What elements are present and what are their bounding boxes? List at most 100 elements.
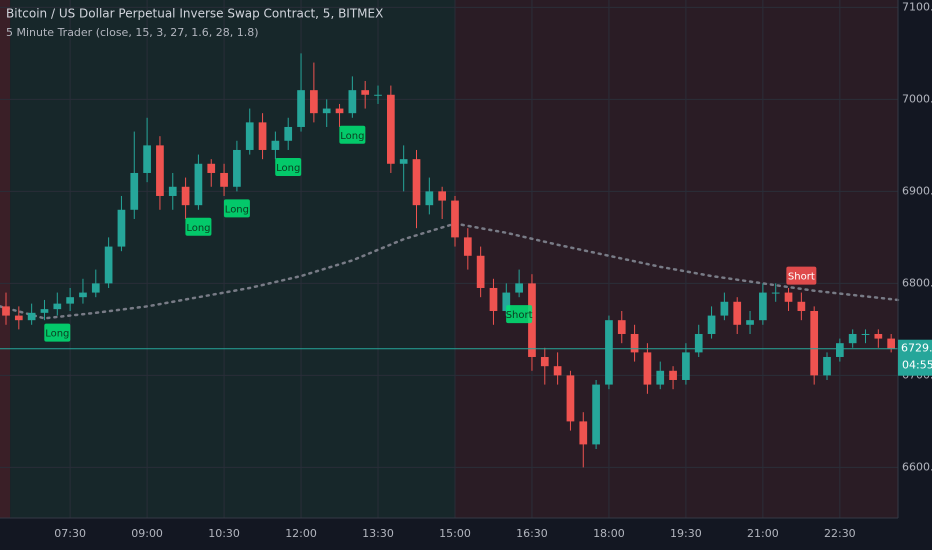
candle-body xyxy=(425,191,434,206)
candle-body xyxy=(130,172,139,210)
moving-average xyxy=(0,222,900,320)
candle-body xyxy=(784,292,793,302)
candle-body xyxy=(502,292,511,311)
candle-body xyxy=(438,191,447,201)
candle-body xyxy=(669,370,677,380)
y-tick-label: 7100.0 xyxy=(902,0,932,13)
signal-badge xyxy=(506,305,533,324)
x-tick-label: 09:00 xyxy=(131,527,163,540)
candle-body xyxy=(720,301,729,316)
x-tick-label: 12:00 xyxy=(285,527,317,540)
candle-body xyxy=(605,320,613,385)
candle-body xyxy=(348,90,357,114)
x-tick-label: 18:00 xyxy=(593,527,625,540)
candle-body xyxy=(297,90,305,127)
candle-body xyxy=(553,366,562,376)
candle-body xyxy=(810,310,819,376)
candle-body xyxy=(682,352,690,380)
candle-body xyxy=(271,140,280,150)
indicator-label: 5 Minute Trader (close, 15, 3, 27, 1.6, … xyxy=(6,26,259,39)
candle-body xyxy=(91,283,100,293)
candle-body xyxy=(592,384,600,445)
candle-body xyxy=(104,246,113,284)
candle-body xyxy=(399,159,408,164)
candle-body xyxy=(694,333,703,353)
signal-badge xyxy=(786,266,817,285)
candle-body xyxy=(489,287,498,311)
candle-body xyxy=(156,145,164,196)
x-tick-label: 22:30 xyxy=(824,527,856,540)
candle-body xyxy=(566,375,575,422)
candle-body xyxy=(245,122,254,150)
signal-badge xyxy=(44,323,71,342)
candle-body xyxy=(310,90,318,114)
candle-body xyxy=(258,122,267,150)
candle-body xyxy=(759,292,767,321)
candle-body xyxy=(220,172,228,187)
candle-body xyxy=(233,149,241,187)
signal-badge xyxy=(223,199,250,218)
candle-body xyxy=(27,312,36,321)
candle-body xyxy=(322,108,331,114)
x-tick-label: 07:30 xyxy=(54,527,86,540)
y-tick-label: 7000.0 xyxy=(902,92,932,105)
y-tick-label: 6900.0 xyxy=(902,184,932,197)
candle-body xyxy=(53,303,62,310)
candle-body xyxy=(14,315,23,321)
candle-body xyxy=(643,352,652,385)
candle-body xyxy=(630,333,639,353)
signal-label: Long xyxy=(45,329,69,340)
candle-body xyxy=(412,159,421,206)
candle-body xyxy=(2,306,10,316)
candle-body xyxy=(823,356,831,376)
candle-body xyxy=(733,301,742,325)
x-tick-label: 15:00 xyxy=(439,527,471,540)
signal-label: Short xyxy=(506,310,533,321)
candle-body xyxy=(374,94,382,96)
signal-badge xyxy=(185,217,212,236)
candle-body xyxy=(284,126,293,141)
candle-body xyxy=(463,237,472,256)
candle-body xyxy=(656,370,665,385)
x-tick-label: 13:30 xyxy=(362,527,394,540)
y-tick-label: 6600.0 xyxy=(902,460,932,473)
candle-body xyxy=(168,186,177,196)
candle-body xyxy=(771,292,780,294)
candle-body xyxy=(117,209,126,247)
candle-body xyxy=(874,333,883,339)
candle-body xyxy=(835,343,844,357)
candle-body xyxy=(451,200,459,238)
candle-body xyxy=(797,301,806,311)
candle-body xyxy=(40,309,49,313)
candle-body xyxy=(361,90,370,95)
x-tick-label: 16:30 xyxy=(516,527,548,540)
candle-body xyxy=(861,333,870,335)
y-tick-label: 6800.0 xyxy=(902,276,932,289)
candle-body xyxy=(476,255,485,288)
signal-badge xyxy=(339,125,366,144)
candle-body xyxy=(181,186,190,206)
chart-title: Bitcoin / US Dollar Perpetual Inverse Sw… xyxy=(6,7,383,21)
signal-badge xyxy=(275,157,302,176)
background-zone xyxy=(0,0,11,518)
signal-label: Short xyxy=(788,272,815,283)
candle-body xyxy=(707,315,716,334)
signal-label: Long xyxy=(340,131,364,142)
background-zone xyxy=(10,0,455,518)
candle-body xyxy=(207,163,216,173)
x-tick-label: 19:30 xyxy=(670,527,702,540)
candle-body xyxy=(848,333,857,344)
candle-body xyxy=(66,297,74,304)
countdown-label: 04:55 xyxy=(902,359,932,372)
signal-label: Long xyxy=(186,223,210,234)
last-price-tag xyxy=(898,339,932,376)
x-tick-label: 10:30 xyxy=(208,527,240,540)
candle-body xyxy=(386,94,395,164)
candle-body xyxy=(515,283,523,293)
candle-body xyxy=(746,320,754,325)
signal-label: Long xyxy=(225,204,249,215)
candle-body xyxy=(143,145,151,173)
candle-body xyxy=(579,421,588,445)
background-zone xyxy=(454,0,898,518)
